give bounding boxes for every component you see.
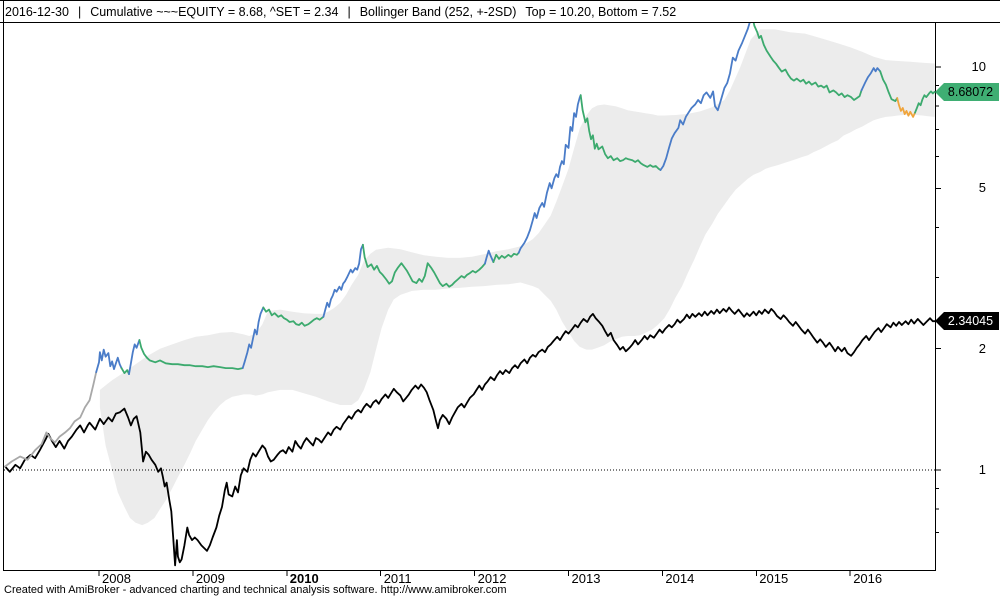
title-bollinger-label: Bollinger Band (252, +-2SD) [359,4,517,19]
equity-line-segment-in_band_green [138,339,244,371]
equity-line-segment-in_band_green [492,251,520,264]
equity-line-segment-below_band_orange [896,97,916,118]
equity-line-segment-above_band_blue [95,348,123,374]
bollinger-band-fill [99,29,935,526]
equity-line-segment-warmup_gray [4,371,98,468]
title-bollinger-values: Top = 10.20, Bottom = 7.52 [525,4,677,19]
set-price-callout: 2.34045 [935,312,999,330]
equity-line-segment-above_band_blue [483,249,495,265]
equity-line-segment-in_band_green [751,16,863,101]
title-cumulative-values: Cumulative ~~~EQUITY = 8.68, ^SET = 2.34 [90,4,339,19]
equity-line-segment-in_band_green [361,243,486,288]
equity-line-segment-above_band_blue [659,16,754,171]
equity-line-segment-above_band_blue [128,339,141,376]
y-axis-line [935,23,936,570]
amibroker-credit-text: Created with AmiBroker - advanced charti… [4,584,507,596]
set-index-line [4,306,936,567]
chart-left-border [3,0,4,570]
equity-line-segment-in_band_green [579,94,662,171]
equity-line-segment-above_band_blue [517,94,582,254]
x-axis-line [3,570,936,571]
equity-price-callout: 8.68072 [935,83,999,101]
equity-line-segment-above_band_blue [241,306,265,370]
equity-line-segment-in_band_green [262,306,325,327]
equity-line-segment-in_band_green [120,367,130,376]
title-separator: | [77,4,82,19]
set-price-value: 2.34045 [947,314,994,328]
title-date: 2016-12-30 [5,4,69,19]
equity-line-segment-above_band_blue [860,67,882,92]
equity-line-segment-in_band_green [879,70,899,102]
equity-line-segment-above_band_blue [322,243,364,318]
title-separator: | [347,4,351,19]
equity-line-segment-in_band_green [914,90,936,114]
equity-price-value: 8.68072 [947,85,994,99]
chart-title-bar: 2016-12-30 | Cumulative ~~~EQUITY = 8.68… [0,0,1000,23]
